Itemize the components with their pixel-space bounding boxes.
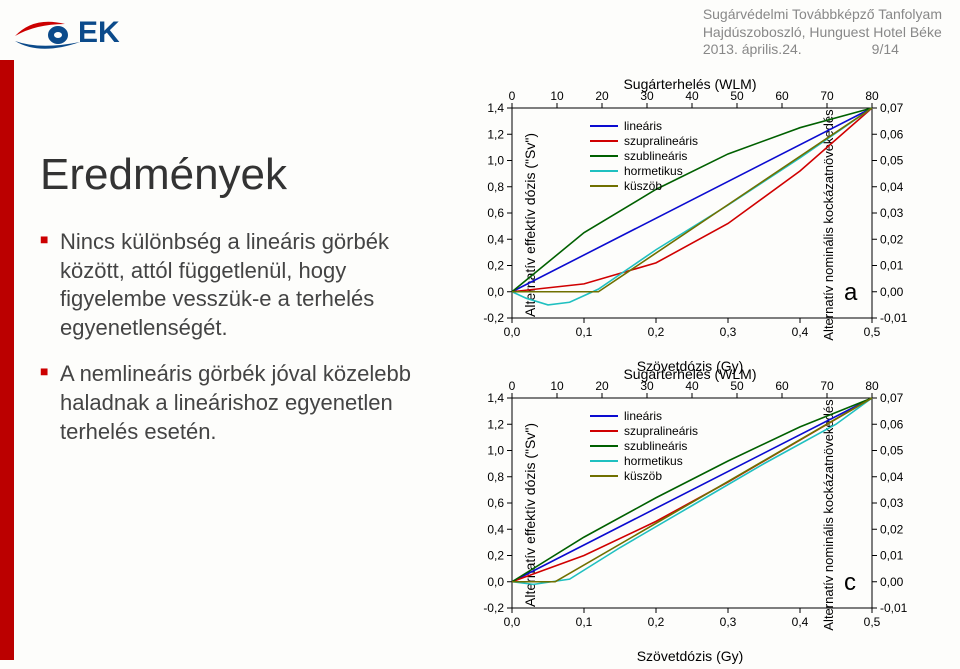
svg-text:70: 70 bbox=[820, 89, 834, 103]
svg-text:0,8: 0,8 bbox=[487, 180, 504, 194]
svg-text:0,8: 0,8 bbox=[487, 470, 504, 484]
svg-text:1,4: 1,4 bbox=[487, 391, 504, 405]
svg-text:0,2: 0,2 bbox=[487, 259, 504, 273]
svg-text:küszöb: küszöb bbox=[624, 179, 662, 193]
svg-text:lineáris: lineáris bbox=[624, 119, 662, 133]
svg-text:szupralineáris: szupralineáris bbox=[624, 134, 698, 148]
svg-text:0,05: 0,05 bbox=[880, 444, 904, 458]
logo: EK bbox=[10, 6, 160, 61]
svg-text:0,5: 0,5 bbox=[864, 615, 881, 629]
header-line1: Sugárvédelmi Továbbképző Tanfolyam bbox=[703, 6, 942, 24]
svg-text:30: 30 bbox=[640, 89, 654, 103]
svg-text:80: 80 bbox=[865, 379, 879, 393]
svg-text:60: 60 bbox=[775, 89, 789, 103]
svg-text:lineáris: lineáris bbox=[624, 409, 662, 423]
svg-text:70: 70 bbox=[820, 379, 834, 393]
svg-text:20: 20 bbox=[595, 379, 609, 393]
slide-header: Sugárvédelmi Továbbképző Tanfolyam Hajdú… bbox=[703, 6, 942, 59]
svg-text:0,04: 0,04 bbox=[880, 470, 904, 484]
svg-text:-0,01: -0,01 bbox=[880, 311, 908, 325]
svg-text:szublineáris: szublineáris bbox=[624, 149, 687, 163]
header-pager: 9/14 bbox=[872, 41, 899, 59]
svg-text:10: 10 bbox=[550, 379, 564, 393]
svg-text:-0,01: -0,01 bbox=[880, 601, 908, 615]
svg-text:hormetikus: hormetikus bbox=[624, 454, 683, 468]
svg-text:0,06: 0,06 bbox=[880, 417, 904, 431]
svg-text:0,5: 0,5 bbox=[864, 325, 881, 339]
svg-text:0,6: 0,6 bbox=[487, 206, 504, 220]
bullet-2: A nemlineáris görbék jóval közelebb hala… bbox=[40, 360, 430, 446]
svg-text:0,2: 0,2 bbox=[487, 549, 504, 563]
svg-text:30: 30 bbox=[640, 379, 654, 393]
svg-text:0,4: 0,4 bbox=[487, 522, 504, 536]
svg-text:0,01: 0,01 bbox=[880, 259, 904, 273]
svg-text:0: 0 bbox=[509, 379, 516, 393]
plot-a: 0,00,10,20,30,40,501020304050607080-0,20… bbox=[512, 108, 872, 318]
svg-text:0,03: 0,03 bbox=[880, 496, 904, 510]
svg-text:szupralineáris: szupralineáris bbox=[624, 424, 698, 438]
svg-text:0,07: 0,07 bbox=[880, 101, 904, 115]
svg-text:0,2: 0,2 bbox=[648, 325, 665, 339]
svg-text:1,0: 1,0 bbox=[487, 444, 504, 458]
svg-text:0,03: 0,03 bbox=[880, 206, 904, 220]
svg-text:0,1: 0,1 bbox=[576, 325, 593, 339]
svg-text:0,04: 0,04 bbox=[880, 180, 904, 194]
svg-text:0,2: 0,2 bbox=[648, 615, 665, 629]
svg-text:1,2: 1,2 bbox=[487, 127, 504, 141]
svg-text:-0,2: -0,2 bbox=[483, 601, 504, 615]
x-bottom-label-c: Szövetdózis (Gy) bbox=[440, 648, 940, 664]
plot-c: 0,00,10,20,30,40,501020304050607080-0,20… bbox=[512, 398, 872, 608]
header-date: 2013. április.24. bbox=[703, 41, 802, 59]
svg-text:40: 40 bbox=[685, 379, 699, 393]
charts-container: Sugárterhelés (WLM) Alternatív effektív … bbox=[440, 80, 940, 660]
chart-a: Sugárterhelés (WLM) Alternatív effektív … bbox=[440, 80, 940, 370]
svg-text:0,07: 0,07 bbox=[880, 391, 904, 405]
header-line2: Hajdúszoboszló, Hunguest Hotel Béke bbox=[703, 24, 942, 42]
svg-text:10: 10 bbox=[550, 89, 564, 103]
logo-text: EK bbox=[78, 16, 120, 49]
svg-text:-0,2: -0,2 bbox=[483, 311, 504, 325]
bullet-1: Nincs különbség a lineáris görbék között… bbox=[40, 228, 430, 342]
svg-text:1,4: 1,4 bbox=[487, 101, 504, 115]
svg-text:80: 80 bbox=[865, 89, 879, 103]
svg-text:0,0: 0,0 bbox=[487, 575, 504, 589]
svg-text:0,02: 0,02 bbox=[880, 232, 904, 246]
svg-text:0,01: 0,01 bbox=[880, 549, 904, 563]
svg-text:hormetikus: hormetikus bbox=[624, 164, 683, 178]
slide-title: Eredmények bbox=[40, 150, 430, 200]
svg-text:0,00: 0,00 bbox=[880, 575, 904, 589]
svg-text:0,06: 0,06 bbox=[880, 127, 904, 141]
svg-text:1,0: 1,0 bbox=[487, 154, 504, 168]
svg-text:0,6: 0,6 bbox=[487, 496, 504, 510]
svg-text:0: 0 bbox=[509, 89, 516, 103]
chart-c: Sugárterhelés (WLM) Alternatív effektív … bbox=[440, 370, 940, 660]
svg-text:c: c bbox=[844, 569, 856, 596]
svg-text:szublineáris: szublineáris bbox=[624, 439, 687, 453]
svg-text:0,02: 0,02 bbox=[880, 522, 904, 536]
svg-text:a: a bbox=[844, 279, 858, 306]
svg-text:0,3: 0,3 bbox=[720, 325, 737, 339]
svg-text:0,4: 0,4 bbox=[792, 615, 809, 629]
left-text-block: Eredmények Nincs különbség a lineáris gö… bbox=[40, 150, 430, 464]
svg-text:0,3: 0,3 bbox=[720, 615, 737, 629]
svg-text:0,0: 0,0 bbox=[504, 325, 521, 339]
svg-text:0,0: 0,0 bbox=[504, 615, 521, 629]
svg-text:20: 20 bbox=[595, 89, 609, 103]
svg-text:1,2: 1,2 bbox=[487, 417, 504, 431]
svg-text:0,00: 0,00 bbox=[880, 285, 904, 299]
svg-text:küszöb: küszöb bbox=[624, 469, 662, 483]
side-stripe bbox=[0, 60, 14, 660]
svg-text:40: 40 bbox=[685, 89, 699, 103]
svg-text:0,05: 0,05 bbox=[880, 154, 904, 168]
svg-text:60: 60 bbox=[775, 379, 789, 393]
svg-text:50: 50 bbox=[730, 379, 744, 393]
svg-text:0,4: 0,4 bbox=[487, 232, 504, 246]
svg-text:50: 50 bbox=[730, 89, 744, 103]
svg-text:0,1: 0,1 bbox=[576, 615, 593, 629]
svg-text:0,4: 0,4 bbox=[792, 325, 809, 339]
svg-text:0,0: 0,0 bbox=[487, 285, 504, 299]
